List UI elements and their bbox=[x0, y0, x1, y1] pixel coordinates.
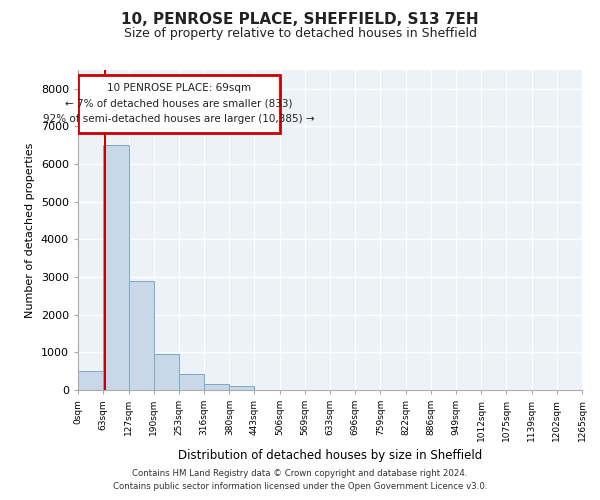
Text: Contains HM Land Registry data © Crown copyright and database right 2024.: Contains HM Land Registry data © Crown c… bbox=[132, 468, 468, 477]
Y-axis label: Number of detached properties: Number of detached properties bbox=[25, 142, 35, 318]
Bar bbox=[128, 281, 154, 390]
Text: 10, PENROSE PLACE, SHEFFIELD, S13 7EH: 10, PENROSE PLACE, SHEFFIELD, S13 7EH bbox=[121, 12, 479, 28]
Bar bbox=[103, 146, 128, 390]
Bar bbox=[204, 384, 229, 390]
Bar bbox=[78, 371, 103, 390]
Text: Contains public sector information licensed under the Open Government Licence v3: Contains public sector information licen… bbox=[113, 482, 487, 491]
X-axis label: Distribution of detached houses by size in Sheffield: Distribution of detached houses by size … bbox=[178, 450, 482, 462]
Bar bbox=[229, 386, 254, 390]
Bar bbox=[179, 374, 204, 390]
FancyBboxPatch shape bbox=[78, 74, 280, 133]
Bar bbox=[154, 354, 179, 390]
Text: 10 PENROSE PLACE: 69sqm
← 7% of detached houses are smaller (833)
92% of semi-de: 10 PENROSE PLACE: 69sqm ← 7% of detached… bbox=[43, 84, 314, 124]
Text: Size of property relative to detached houses in Sheffield: Size of property relative to detached ho… bbox=[124, 28, 476, 40]
